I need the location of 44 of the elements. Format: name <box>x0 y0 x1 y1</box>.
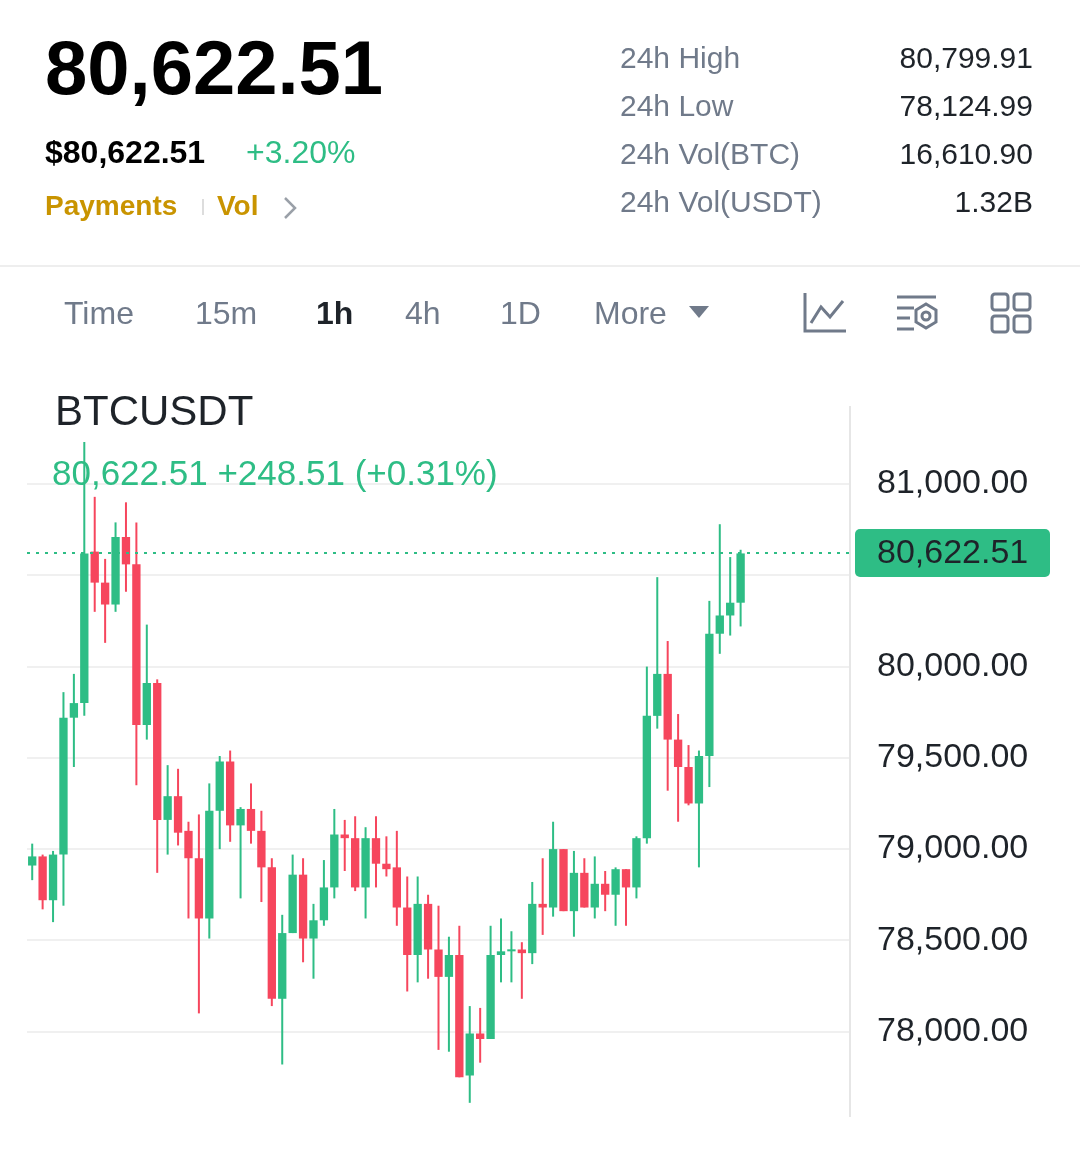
candlestick <box>476 1006 485 1064</box>
text: 16,610.90 <box>899 137 1033 170</box>
candlestick <box>69 672 79 768</box>
candlestick <box>601 870 610 913</box>
text: 80,799.91 <box>899 41 1033 74</box>
candlestick <box>444 935 454 1053</box>
candlestick <box>100 557 110 644</box>
text: +3.20% <box>246 134 356 170</box>
candlestick <box>163 764 172 856</box>
candlestick <box>621 868 631 927</box>
text: Time <box>64 295 134 331</box>
text: 24h Low <box>620 89 734 122</box>
text: 1.32B <box>954 185 1033 218</box>
text: 1h <box>316 295 354 331</box>
candlestick <box>590 855 599 920</box>
y-tick-label: 78,000.00 <box>877 1010 1029 1049</box>
text: Payments <box>45 190 178 221</box>
y-tick-label: 78,500.00 <box>877 918 1029 957</box>
text: 78,124.99 <box>899 89 1033 122</box>
text: 1D <box>500 295 541 331</box>
candlestick <box>507 930 516 984</box>
candlestick <box>726 556 735 637</box>
text: 24h Vol(USDT) <box>620 185 822 218</box>
text: 24h Vol(BTC) <box>620 137 801 170</box>
text: 15m <box>195 295 258 331</box>
text: 24h High <box>620 41 741 74</box>
text: More <box>594 295 667 331</box>
y-tick-label: 79,500.00 <box>877 736 1029 775</box>
y-tick-label: 81,000.00 <box>877 462 1029 501</box>
candlestick <box>496 917 506 984</box>
candlestick <box>309 902 318 980</box>
text: 80,622.51 <box>45 25 384 110</box>
text: $80,622.51 <box>45 134 206 170</box>
ref-line-label: 80,622.51 <box>877 532 1029 571</box>
candlestick <box>28 842 37 882</box>
candlestick <box>382 835 391 878</box>
y-tick-label: 80,000.00 <box>877 644 1029 683</box>
text: 4h <box>405 295 441 331</box>
candlestick <box>538 857 547 936</box>
candlestick <box>236 806 245 900</box>
chart-title: BTCUSDT <box>55 387 254 434</box>
y-tick-label: 79,000.00 <box>877 827 1029 866</box>
text: Vol <box>217 190 259 221</box>
candlestick <box>246 782 256 845</box>
